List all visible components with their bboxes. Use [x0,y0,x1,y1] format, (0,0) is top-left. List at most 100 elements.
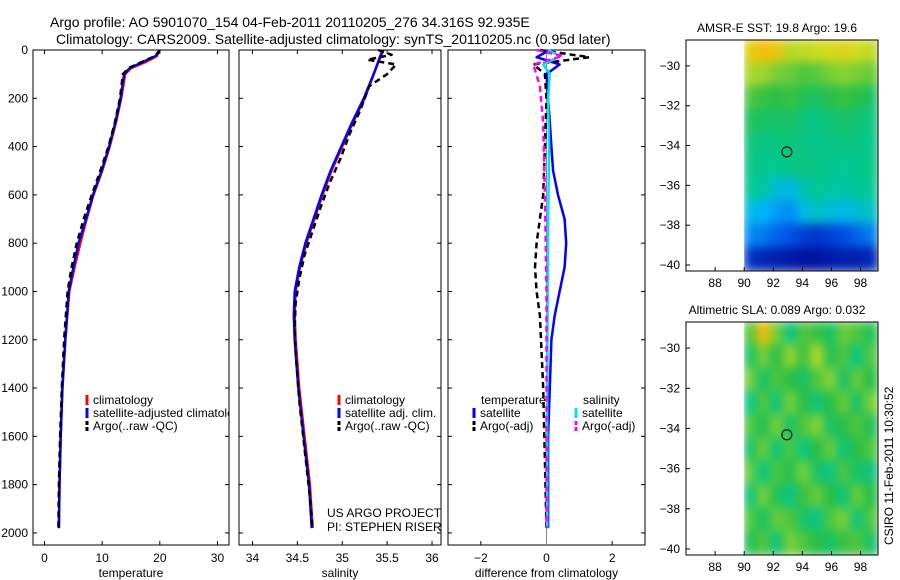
temperature-ytick-label: 400 [8,140,28,154]
sst-map-ytick-label: −30 [660,59,681,73]
sst-map-cell [863,154,878,180]
sla-map-ytick-label: −34 [660,421,681,435]
sst-map-ytick-label: −38 [660,218,681,232]
sst-map-cell [823,200,839,226]
sla-map-cell [796,460,813,487]
sst-map-cell [810,108,826,134]
sla-map-cell [796,484,813,510]
project-credit-line1: US ARGO PROJECT [327,506,442,520]
sla-map-cell [756,530,772,555]
figure-title-line2: Climatology: CARS2009. Satellite-adjuste… [56,31,611,47]
sst-map-cell [769,131,786,157]
sst-map-cell [783,85,799,111]
sla-map-cell [744,530,759,555]
sla-map-cell [783,390,799,417]
sla-map-cell [769,437,786,463]
sst-map-cell [783,40,799,65]
sst-map-cell [756,223,772,249]
sla-map-cell [783,437,799,463]
sst-map-cell [744,177,759,203]
sst-map-cell [836,154,853,180]
sla-map-cell [796,344,813,370]
sst-map-cell [850,131,866,157]
sst-map-cell [769,62,786,88]
sst-map-cell [836,200,853,226]
sst-map-cell [863,62,878,88]
sla-map-cell [756,507,772,533]
sla-map-cell [756,437,772,463]
sst-map-cell [823,108,839,134]
sla-map-cell [810,437,826,463]
sla-map-cell [836,507,853,533]
sst-map-cell [744,85,759,111]
temperature-series-climatology [57,49,161,529]
temperature-ytick-label: 1800 [1,478,28,492]
temperature-legend-item-label: satellite-adjusted climatology [93,406,246,420]
sst-map-cell [783,131,799,157]
sst-map-cell [836,223,853,249]
sst-map-cell [863,223,878,249]
sst-map-cell [810,131,826,157]
temperature-ytick-label: 200 [8,91,28,105]
difference-xtick-label: −2 [474,551,488,565]
temperature-xtick-label: 30 [211,551,225,565]
sla-map-cell [863,344,878,370]
sla-map-cell [863,530,878,555]
sst-map-cell [810,154,826,180]
sla-map-cell [810,460,826,487]
temperature-ytick-label: 1400 [1,381,28,395]
salinity-legend-item-label: Argo(..raw -QC) [345,419,430,433]
sst-map-cell [756,177,772,203]
temperature-ytick-label: 600 [8,188,28,202]
sst-map-cell [796,85,813,111]
sst-map-cell [796,177,813,203]
sla-map-cell [823,344,839,370]
sst-map-cell [756,200,772,226]
sla-map-cell [796,437,813,463]
salinity-series-climatology [293,49,384,529]
difference-legend-item-label: Argo(-adj) [480,419,533,433]
sst-map-cell [744,108,759,134]
sla-map-cell [850,344,866,370]
sla-map-cell [783,322,799,347]
difference-legend-header-salinity: salinity [583,393,620,407]
sst-map-cell [756,62,772,88]
sst-map-cell [810,85,826,111]
temperature-ytick-label: 800 [8,236,28,250]
sla-map-cell [796,367,813,393]
sst-map-cell [744,40,759,65]
sla-map-cell [744,344,759,370]
sla-map-cell [823,484,839,510]
sst-map-panel: AMSR-E SST: 19.8 Argo: 19.6 88 90 92 94 96 98 −… [660,21,879,290]
sst-map-cell [850,200,866,226]
sst-map-xtick-label: 88 [708,276,722,290]
sla-map-cell [850,484,866,510]
temperature-legend-item-label: Argo(..raw -QC) [93,419,178,433]
salinity-xtick-label: 36 [425,551,439,565]
sst-map-xtick-label: 98 [854,276,868,290]
figure-title-line1: Argo profile: AO 5901070_154 04-Feb-2011… [50,14,530,30]
sla-map-cell [850,367,866,393]
sla-map-cell [863,414,878,440]
difference-legend: temperature salinitysatelliteArgo(-adj)sa… [472,393,635,433]
temperature-series-argo-raw-qc- [57,49,161,529]
sla-map-cell [796,507,813,533]
sla-map-cell [756,484,772,510]
sla-map-cell [769,484,786,510]
sla-map-cell [863,367,878,393]
sla-map-cell [823,437,839,463]
sla-map-cell [810,484,826,510]
sla-map-cell [769,530,786,555]
sst-map-cell [863,108,878,134]
sst-map-cell [783,246,799,271]
sst-map-xtick-label: 92 [767,276,781,290]
temperature-legend-item-label: climatology [93,393,153,407]
sst-map-cell [863,131,878,157]
project-credit-line2: PI: STEPHEN RISER [327,520,442,534]
sst-map-ytick-label: −36 [660,178,681,192]
salinity-series-satellite-adj-clim- [292,49,385,529]
salinity-xtick-label: 35 [336,551,350,565]
sla-map-cell [810,390,826,417]
sst-map-cell [756,40,772,65]
